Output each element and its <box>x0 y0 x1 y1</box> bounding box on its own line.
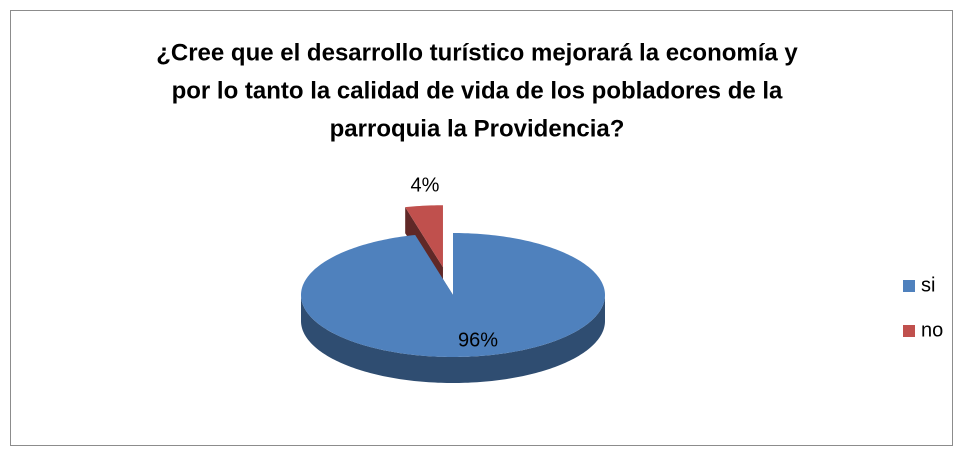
legend-label: no <box>921 319 943 341</box>
legend-swatch <box>903 280 915 292</box>
data-label: 4% <box>411 174 440 196</box>
pie-side <box>301 295 605 383</box>
legend-label: si <box>921 274 935 296</box>
legend-swatch <box>903 325 915 337</box>
chart-title: ¿Cree que el desarrollo turístico mejora… <box>156 39 798 66</box>
pie-slice <box>405 205 443 268</box>
chart-title: por lo tanto la calidad de vida de los p… <box>172 77 783 104</box>
chart-title: parroquia la Providencia? <box>330 115 625 142</box>
data-label: 96% <box>458 329 498 351</box>
pie-slice <box>301 233 605 357</box>
